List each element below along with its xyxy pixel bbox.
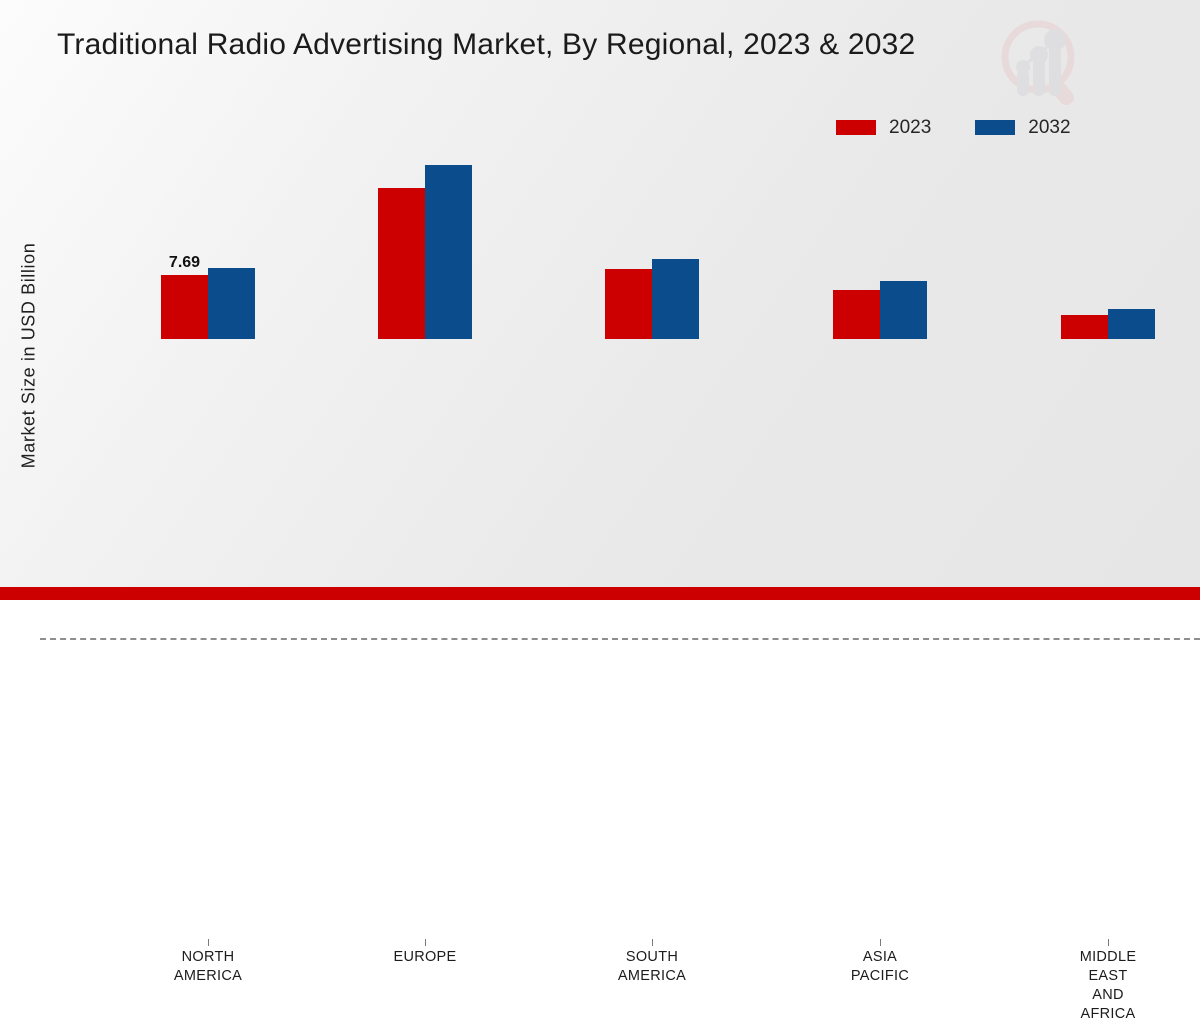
legend-swatch-2032 [975, 120, 1016, 135]
y-axis-title: Market Size in USD Billion [18, 242, 39, 469]
bar-europe-2032[interactable] [425, 165, 472, 339]
category-label-middle-east-and-africa: MIDDLE EAST AND AFRICA [1008, 948, 1200, 1024]
footer-accent-bar [0, 587, 1200, 600]
category-label-line: AND [1092, 987, 1124, 1003]
category-label-line: AMERICA [173, 968, 243, 984]
category-label-line: ASIA [862, 949, 898, 965]
category-label-asia-pacific: ASIA PACIFIC [780, 948, 980, 986]
data-label-north-america-2023: 7.69 [168, 254, 201, 271]
plot-area: 7.69 NORTH AMERICA EUROPE [40, 165, 1200, 1022]
category-label-line: PACIFIC [850, 968, 910, 984]
category-label-line: AFRICA [1080, 1006, 1136, 1022]
tick-north-america [208, 939, 209, 946]
category-label-europe: EUROPE [325, 948, 525, 967]
category-label-line: SOUTH [625, 949, 679, 965]
tick-asia-pacific [880, 939, 881, 946]
legend-label-2023: 2023 [889, 117, 932, 138]
category-label-line: EUROPE [393, 949, 457, 965]
legend-label-2032: 2032 [1028, 117, 1071, 138]
category-label-line: EAST [1088, 968, 1128, 984]
legend-swatch-2023 [836, 120, 876, 135]
legend-item-2032[interactable]: 2032 [975, 117, 1071, 138]
chart-legend: 2023 2032 [836, 118, 1071, 137]
chart-title: Traditional Radio Advertising Market, By… [57, 28, 916, 61]
bar-north-america-2032[interactable] [208, 268, 255, 339]
category-label-line: MIDDLE [1079, 949, 1137, 965]
tick-middle-east-and-africa [1108, 939, 1109, 946]
bar-south-america-2032[interactable] [652, 259, 699, 339]
category-label-line: AMERICA [617, 968, 687, 984]
bar-north-america-2023[interactable]: 7.69 [161, 254, 208, 339]
bar-asia-pacific-2023[interactable] [833, 290, 880, 339]
tick-south-america [652, 939, 653, 946]
tick-europe [425, 939, 426, 946]
legend-item-2023[interactable]: 2023 [836, 118, 931, 137]
category-label-line: NORTH [181, 949, 235, 965]
baseline-axis [40, 638, 1200, 640]
bar-middle-east-and-africa-2023[interactable] [1061, 315, 1108, 339]
category-label-north-america: NORTH AMERICA [108, 948, 308, 986]
bar-middle-east-and-africa-2032[interactable] [1108, 309, 1155, 339]
bar-europe-2023[interactable] [378, 188, 425, 339]
bar-asia-pacific-2032[interactable] [880, 281, 927, 339]
category-label-south-america: SOUTH AMERICA [552, 948, 752, 986]
bar-south-america-2023[interactable] [605, 269, 652, 339]
